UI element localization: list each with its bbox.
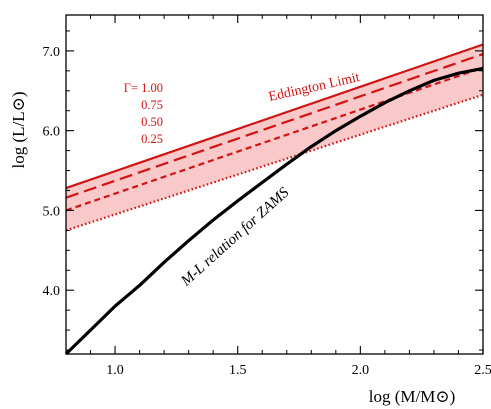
x-axis-title: log (M/M⊙) xyxy=(369,387,456,406)
x-tick-label: 1.5 xyxy=(229,363,247,378)
y-tick-label: 4.0 xyxy=(43,284,61,299)
gamma-label-4: 0.25 xyxy=(141,132,163,146)
zams-relation-line xyxy=(64,66,484,356)
eddington-gamma-line-3 xyxy=(65,66,484,212)
y-tick-label: 5.0 xyxy=(43,204,61,219)
ticks-layer: 1.0 1.5 2.0 2.5 4.0 5.0 6.0 7.0 xyxy=(43,15,491,378)
gamma-label-2: 0.75 xyxy=(141,98,163,112)
eddington-gamma-line-2 xyxy=(65,53,484,199)
x-tick-label: 2.0 xyxy=(352,363,370,378)
y-axis-title: log (L/L⊙) xyxy=(9,91,28,168)
x-tick-label: 1.0 xyxy=(106,363,124,378)
gamma-label-1: Γ= 1.00 xyxy=(124,81,163,95)
y-tick-label: 6.0 xyxy=(43,125,61,140)
series-layer xyxy=(64,43,484,356)
x-tick-label: 2.5 xyxy=(474,363,491,378)
plot-frame xyxy=(65,14,484,355)
gamma-label-3: 0.50 xyxy=(141,115,163,129)
y-tick-label: 7.0 xyxy=(43,45,61,60)
eddington-gamma-line-1 xyxy=(65,43,484,190)
eddington-gamma-line-4 xyxy=(65,93,484,232)
